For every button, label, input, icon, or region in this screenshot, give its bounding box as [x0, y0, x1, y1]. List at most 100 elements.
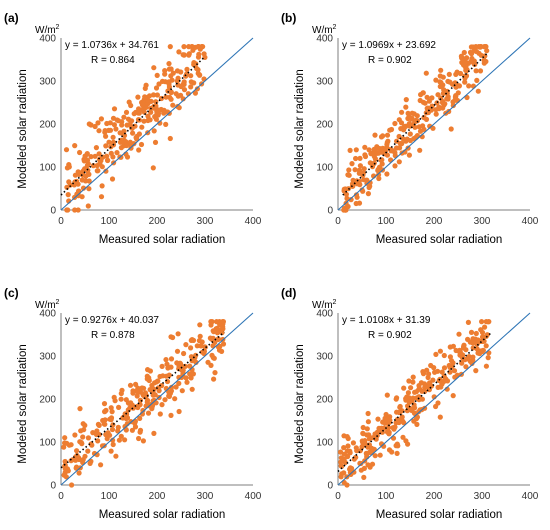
y-tick-label: 0: [327, 206, 333, 217]
data-point: [84, 151, 90, 157]
data-point: [96, 128, 102, 134]
data-point: [432, 369, 438, 375]
data-point: [212, 339, 218, 345]
data-point: [421, 126, 427, 132]
data-point: [109, 409, 115, 415]
data-point: [166, 393, 172, 399]
data-point: [365, 410, 371, 417]
data-point: [184, 379, 190, 385]
data-point: [360, 170, 366, 176]
data-point: [484, 332, 490, 338]
data-point: [341, 433, 347, 439]
data-point: [99, 164, 105, 170]
data-point: [360, 188, 366, 194]
data-point: [483, 343, 489, 349]
data-point: [472, 61, 478, 67]
scatter-points: [63, 44, 208, 213]
data-point: [123, 416, 129, 422]
data-point: [219, 348, 225, 354]
x-axis-title: Measured solar radiation: [99, 509, 226, 521]
x-tick-label: 0: [58, 216, 64, 227]
data-point: [416, 397, 422, 403]
data-point: [459, 354, 465, 360]
r-value: R = 0.864: [91, 55, 135, 66]
data-point: [163, 121, 169, 127]
data-point: [66, 164, 72, 170]
data-point: [78, 439, 84, 446]
data-point: [348, 471, 354, 477]
data-point: [353, 155, 359, 162]
data-point: [168, 89, 174, 96]
chart-panel-2: (b) W/m2 0 100 200 300 400 0 100 200 300 400 Measure…: [281, 11, 539, 246]
y-tick-label: 100: [316, 163, 333, 174]
data-point: [394, 416, 400, 423]
data-point: [462, 60, 468, 66]
data-point: [397, 145, 403, 151]
data-point: [393, 396, 399, 402]
data-point: [136, 110, 142, 116]
data-point: [122, 437, 128, 443]
data-point: [159, 363, 165, 369]
data-point: [174, 68, 181, 74]
data-point: [366, 432, 372, 438]
data-point: [470, 83, 476, 89]
y-axis-title: Modeled solar radiation: [17, 69, 29, 189]
data-point: [410, 379, 416, 385]
data-point: [184, 66, 190, 72]
unit-text: W/m: [35, 300, 56, 311]
data-point: [481, 338, 487, 344]
data-point: [143, 82, 149, 88]
data-point: [403, 438, 409, 444]
data-point: [350, 177, 356, 183]
data-point: [111, 122, 117, 128]
data-point: [76, 171, 82, 177]
data-point: [346, 167, 352, 173]
data-point: [389, 449, 395, 455]
data-point: [345, 203, 351, 210]
data-point: [464, 356, 470, 362]
data-point: [101, 401, 108, 407]
data-point: [424, 105, 430, 111]
data-point: [350, 440, 356, 446]
data-point: [73, 465, 79, 471]
data-point: [62, 435, 68, 441]
data-point: [104, 120, 110, 127]
data-point: [384, 171, 390, 177]
data-point: [63, 474, 69, 480]
data-point: [361, 177, 367, 183]
x-tick-label: 400: [522, 491, 539, 502]
data-point: [116, 404, 122, 410]
data-point: [188, 84, 194, 90]
data-point: [386, 431, 392, 437]
data-point: [384, 139, 390, 146]
x-tick-label: 300: [474, 216, 491, 227]
data-point: [367, 160, 373, 166]
unit-superscript: 2: [333, 299, 337, 306]
data-point: [404, 394, 410, 400]
data-point: [195, 54, 202, 60]
x-tick-label: 200: [426, 491, 443, 502]
data-point: [110, 139, 116, 145]
data-point: [159, 78, 166, 84]
data-point: [361, 465, 367, 471]
data-point: [95, 168, 101, 174]
y-tick-label: 100: [39, 163, 56, 174]
data-point: [151, 430, 157, 436]
data-point: [392, 120, 398, 127]
y-tick-label: 200: [316, 395, 333, 406]
data-point: [194, 343, 200, 349]
data-point: [429, 95, 435, 101]
data-point: [202, 344, 208, 350]
data-point: [462, 79, 468, 85]
data-point: [484, 48, 490, 54]
data-point: [397, 404, 403, 410]
data-point: [341, 470, 347, 476]
data-point: [142, 94, 148, 100]
data-point: [111, 106, 118, 112]
data-point: [155, 107, 162, 113]
data-point: [177, 360, 183, 366]
data-point: [395, 443, 401, 449]
data-point: [362, 144, 368, 150]
data-point: [341, 451, 347, 457]
data-point: [372, 453, 378, 459]
